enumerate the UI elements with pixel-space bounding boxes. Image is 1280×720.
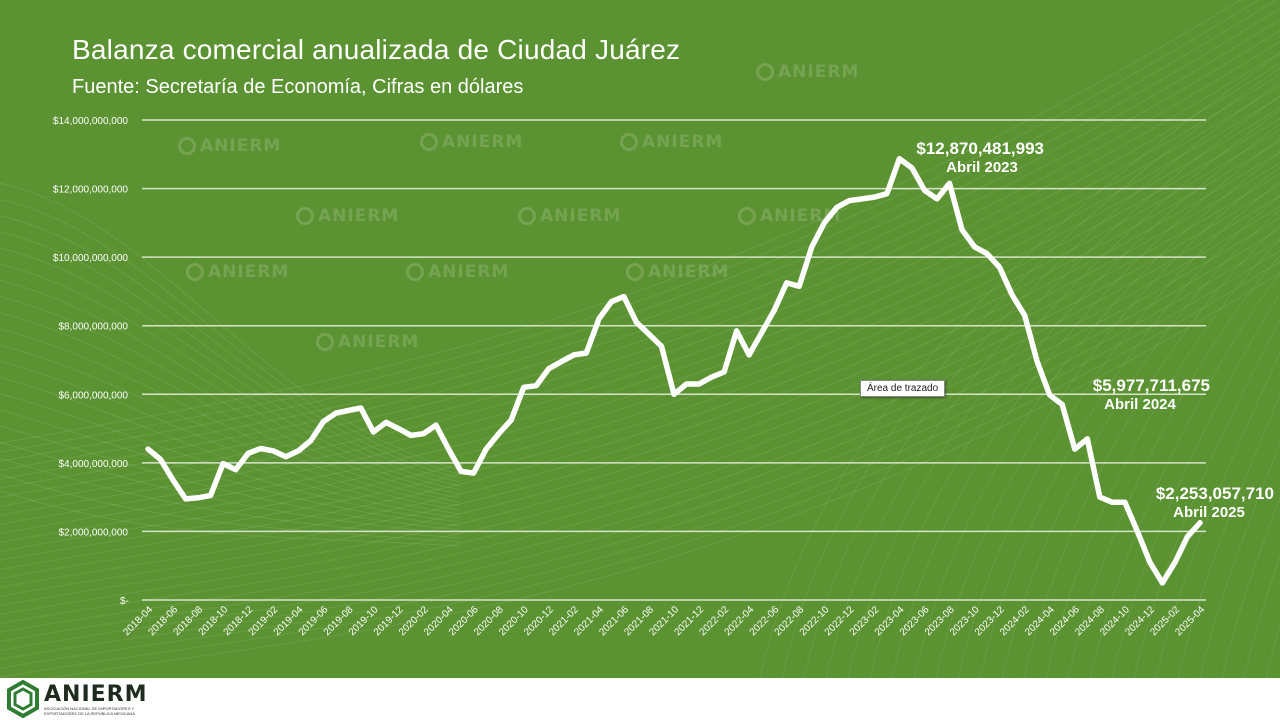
background-wave-line	[0, 238, 1280, 660]
background-wave-line	[979, 194, 1280, 678]
background-wave-line	[935, 166, 1280, 678]
chart-title: Balanza comercial anualizada de Ciudad J…	[72, 34, 681, 65]
watermark-logo: ANIERM	[296, 206, 399, 226]
background-wave-line	[0, 106, 1280, 552]
background-wave-line	[0, 182, 461, 471]
background-wave-line	[1089, 272, 1280, 678]
background-wave-line	[0, 263, 461, 491]
callout-date: Abril 2023	[946, 159, 1018, 177]
watermark-logo: ANIERM	[316, 332, 419, 352]
background-wave-line	[0, 215, 461, 479]
callout-value: $12,870,481,993	[916, 139, 1044, 158]
callout-peak: $12,870,481,993 Abril 2023	[880, 138, 1044, 178]
background-wave-line	[0, 312, 461, 503]
watermark-logo: ANIERM	[420, 132, 523, 152]
y-axis-ticks: $- $2,000,000,000 $4,000,000,000 $6,000,000…	[53, 116, 129, 607]
background-wave-line	[0, 344, 461, 511]
background-wave-line	[0, 128, 1280, 570]
chart-slide: ANIERM ANIERM ANIERM ANIERM ANIERM ANIER…	[0, 0, 1280, 678]
background-wave-line	[1045, 239, 1280, 678]
watermark-logo: ANIERM	[186, 262, 289, 282]
background-wave-line	[0, 0, 1260, 453]
callout-2024: $5,977,711,675 Abril 2024	[1040, 375, 1210, 415]
watermark-logo: ANIERM	[738, 206, 841, 226]
background-wave-line	[0, 328, 461, 507]
background-wave-line	[0, 231, 461, 483]
y-tick-label: $-	[120, 596, 129, 607]
y-tick-label: $10,000,000,000	[53, 253, 129, 264]
y-tick-label: $2,000,000,000	[58, 527, 128, 538]
background-wave-line	[1155, 351, 1280, 678]
footer-brand-name: ANIERM	[44, 682, 148, 707]
background-wave-line	[0, 150, 1280, 588]
background-wave-line	[0, 247, 461, 487]
y-tick-label: $12,000,000,000	[53, 185, 129, 196]
background-wave-line	[0, 18, 1280, 480]
background-wave-line	[0, 360, 461, 515]
watermark-logo: ANIERM	[178, 136, 281, 156]
line-chart: $- $2,000,000,000 $4,000,000,000 $6,000,000…	[53, 116, 1208, 638]
y-tick-label: $14,000,000,000	[53, 116, 129, 127]
watermark-logo: ANIERM	[626, 262, 729, 282]
background-wave-line	[1133, 318, 1280, 678]
background-wave-line	[1111, 292, 1280, 678]
background-wave-line	[0, 84, 1280, 534]
background-wave-line	[0, 161, 1280, 597]
background-wave-line	[957, 180, 1280, 678]
background-wave-line	[0, 29, 1280, 489]
background-wave-line	[1221, 496, 1280, 678]
background-wave-line	[1067, 255, 1280, 678]
background-wave-line	[0, 172, 1280, 606]
background-wave-line	[47, 271, 1280, 678]
background-wave-line	[0, 205, 1280, 633]
callout-date: Abril 2024	[1104, 396, 1176, 414]
background-wave-line	[0, 425, 461, 531]
background-wave-line	[0, 227, 1280, 651]
background-wave-line	[0, 139, 1280, 579]
anierm-logo-icon	[7, 680, 39, 718]
y-tick-label: $4,000,000,000	[58, 459, 128, 470]
background-wave-line	[1001, 209, 1280, 678]
y-tick-label: $8,000,000,000	[58, 322, 128, 333]
background-wave-line	[1177, 393, 1280, 678]
background-wave-line	[0, 62, 1280, 516]
background-wave-line	[1243, 555, 1280, 678]
x-axis-ticks: 2018-042018-062018-082018-102018-122019-…	[121, 604, 1207, 638]
callout-date: Abril 2025	[1173, 504, 1245, 522]
callout-value: $5,977,711,675	[1092, 376, 1210, 395]
watermark-logo: ANIERM	[406, 262, 509, 282]
background-wave-line	[0, 73, 1280, 525]
background-wave-line	[0, 376, 461, 519]
watermark-logo: ANIERM	[756, 62, 859, 82]
footer-brand-subtitle: ASOCIACIÓN NACIONAL DE IMPORTADORES Y EX…	[44, 706, 135, 716]
background-wave-line	[0, 409, 461, 527]
background-wave-line	[0, 7, 1280, 471]
background-wave-line	[1023, 224, 1280, 678]
background-wave-line	[0, 95, 1280, 543]
series-layer	[145, 155, 1203, 586]
callout-value: $2,253,057,710	[1155, 484, 1274, 503]
background-wave-line	[0, 473, 461, 543]
background-wave-line	[0, 0, 1277, 462]
watermark-logo: ANIERM	[518, 206, 621, 226]
gridlines	[142, 119, 1206, 601]
series-line	[145, 155, 1203, 586]
background-wave-pattern	[0, 0, 1280, 678]
background-wave-line	[0, 183, 1280, 615]
y-tick-label: $6,000,000,000	[58, 390, 128, 401]
background-wave-line	[0, 117, 1280, 561]
background-wave-line	[0, 194, 1280, 624]
background-wave-line	[0, 216, 1280, 642]
background-wave-line	[0, 490, 461, 547]
background-wave-line	[891, 137, 1280, 678]
chart-subtitle: Fuente: Secretaría de Economía, Cifras e…	[72, 76, 524, 98]
footer-bar	[0, 678, 1280, 720]
background-wave-line	[1199, 442, 1280, 678]
callout-2025: $2,253,057,710 Abril 2025	[1104, 483, 1274, 523]
background-wave-line	[0, 279, 461, 495]
background-wave-line	[913, 152, 1280, 678]
watermark-logo: ANIERM	[620, 132, 723, 152]
plot-area-tooltip: Área de trazado	[860, 380, 946, 397]
